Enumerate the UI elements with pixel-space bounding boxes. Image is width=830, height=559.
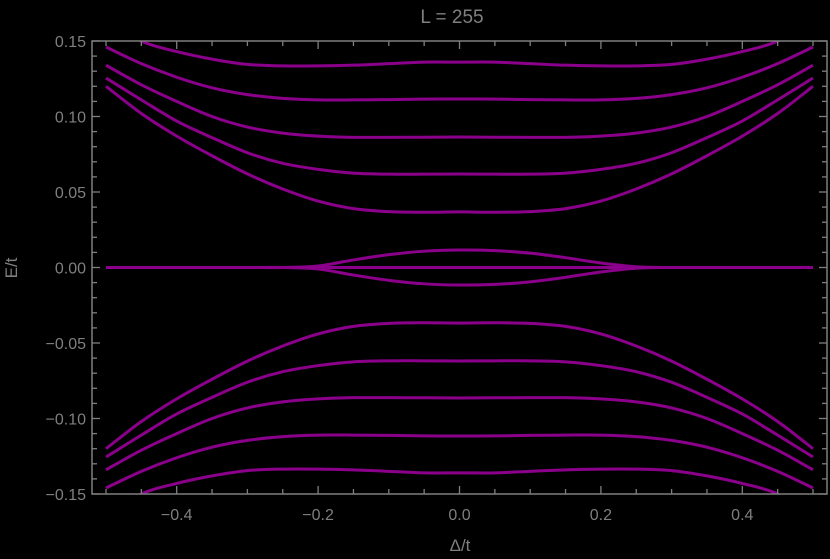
series-line [105, 76, 814, 176]
y-tick-label: −0.10 [46, 412, 87, 429]
series-line [105, 396, 814, 472]
series-line [106, 248, 813, 270]
series-layer [105, 41, 814, 494]
x-tick-label: 0.2 [590, 507, 612, 524]
y-tick-label: 0.10 [55, 110, 86, 127]
y-tick-label: 0.15 [55, 34, 86, 51]
x-axis-tick-labels: −0.4 −0.2 0.0 0.2 0.4 [161, 507, 754, 524]
x-axis-ticks [105, 41, 814, 494]
y-tick-label: 0.05 [55, 185, 86, 202]
series-line [105, 45, 814, 102]
y-axis-tick-labels: 0.15 0.10 0.05 0.00 −0.05 −0.10 −0.15 [46, 34, 87, 504]
y-axis-ticks [92, 40, 827, 495]
x-tick-label: −0.2 [302, 507, 334, 524]
series-line [105, 433, 814, 490]
x-tick-label: 0.0 [448, 507, 470, 524]
series-line [106, 265, 813, 287]
y-tick-label: −0.15 [46, 487, 87, 504]
chart-title: L = 255 [420, 7, 483, 28]
y-tick-label: 0.00 [55, 261, 86, 278]
series-line [138, 41, 781, 68]
series-line [105, 321, 814, 450]
series-line [105, 63, 814, 139]
x-tick-label: −0.4 [161, 507, 193, 524]
series-line [138, 467, 781, 494]
series-line [105, 359, 814, 459]
x-tick-label: 0.4 [731, 507, 753, 524]
y-tick-label: −0.05 [46, 336, 87, 353]
x-axis-title: Δ/t [450, 536, 471, 555]
series-line [105, 85, 814, 214]
y-axis-title: E/t [2, 257, 21, 278]
